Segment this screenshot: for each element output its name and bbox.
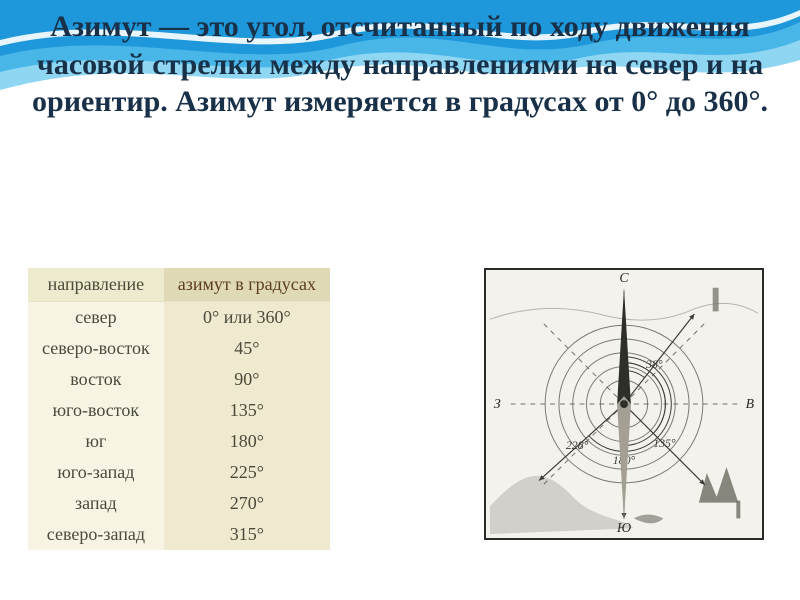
rock-icon — [634, 514, 664, 523]
bearing-label: 228° — [566, 438, 589, 452]
cardinal-dash — [624, 320, 708, 404]
label-east: В — [746, 396, 755, 411]
cell-direction: юго-запад — [28, 457, 164, 488]
bearing-label: 38° — [645, 357, 663, 371]
table-row: запад270° — [28, 488, 330, 519]
label-west: З — [494, 396, 501, 411]
table-row: юг180° — [28, 426, 330, 457]
river-shape — [490, 476, 634, 534]
cell-azimuth: 270° — [164, 488, 330, 519]
compass-illustration: 38°135°180°228°СЮВЗ — [484, 268, 764, 540]
label-south: Ю — [616, 520, 631, 535]
cardinal-dash — [540, 320, 624, 404]
azimuth-table: направление азимут в градусах север0° ил… — [28, 268, 330, 550]
cell-azimuth: 315° — [164, 519, 330, 550]
cell-azimuth: 180° — [164, 426, 330, 457]
cell-direction: северо-запад — [28, 519, 164, 550]
table-row: восток90° — [28, 364, 330, 395]
table-row: северо-запад315° — [28, 519, 330, 550]
cell-azimuth: 0° или 360° — [164, 302, 330, 334]
cell-direction: юг — [28, 426, 164, 457]
tree-trunk — [736, 501, 740, 519]
cell-azimuth: 135° — [164, 395, 330, 426]
tower-icon — [713, 288, 719, 312]
label-north: С — [619, 270, 629, 285]
table-row: северо-восток45° — [28, 333, 330, 364]
col-azimuth: азимут в градусах — [164, 268, 330, 302]
cell-direction: север — [28, 302, 164, 334]
table-header-row: направление азимут в градусах — [28, 268, 330, 302]
table-row: север0° или 360° — [28, 302, 330, 334]
cell-direction: юго-восток — [28, 395, 164, 426]
needle-pivot — [620, 400, 628, 408]
cell-azimuth: 225° — [164, 457, 330, 488]
cell-direction: восток — [28, 364, 164, 395]
col-direction: направление — [28, 268, 164, 302]
table-row: юго-запад225° — [28, 457, 330, 488]
cell-azimuth: 45° — [164, 333, 330, 364]
table-row: юго-восток135° — [28, 395, 330, 426]
needle-north — [617, 288, 631, 412]
cell-direction: северо-восток — [28, 333, 164, 364]
headline-text: Азимут — это угол, отсчитанный по ходу д… — [28, 8, 772, 121]
cell-azimuth: 90° — [164, 364, 330, 395]
cell-direction: запад — [28, 488, 164, 519]
